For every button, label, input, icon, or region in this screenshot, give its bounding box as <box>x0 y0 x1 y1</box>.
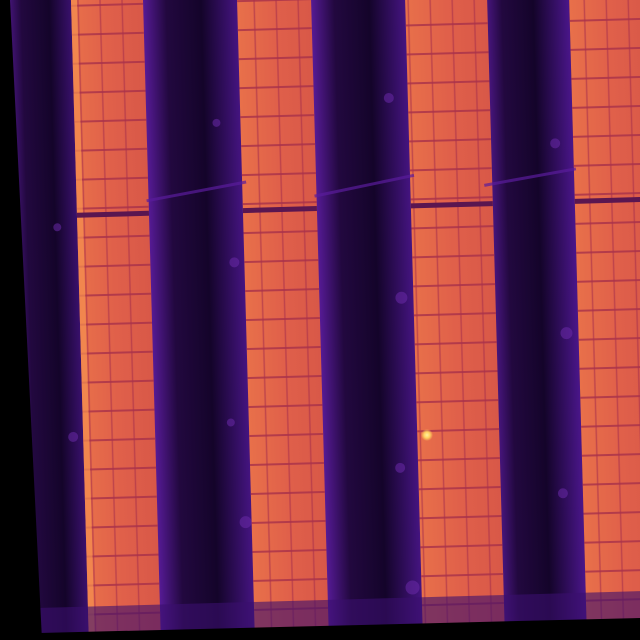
panel-row-4 <box>568 0 640 640</box>
soil-texture <box>53 92 573 595</box>
module-seam <box>76 167 640 218</box>
panel-row-3 <box>404 0 506 640</box>
panel-row-2 <box>236 0 330 640</box>
gap-row-2 <box>140 0 261 640</box>
gap-row-3 <box>308 0 429 640</box>
bottom-border <box>0 618 640 640</box>
panel-row-1 <box>70 0 162 640</box>
gap-row-4 <box>478 0 588 640</box>
left-border <box>0 0 42 640</box>
hotspot-marker <box>421 429 433 441</box>
bottom-soil <box>0 589 640 640</box>
